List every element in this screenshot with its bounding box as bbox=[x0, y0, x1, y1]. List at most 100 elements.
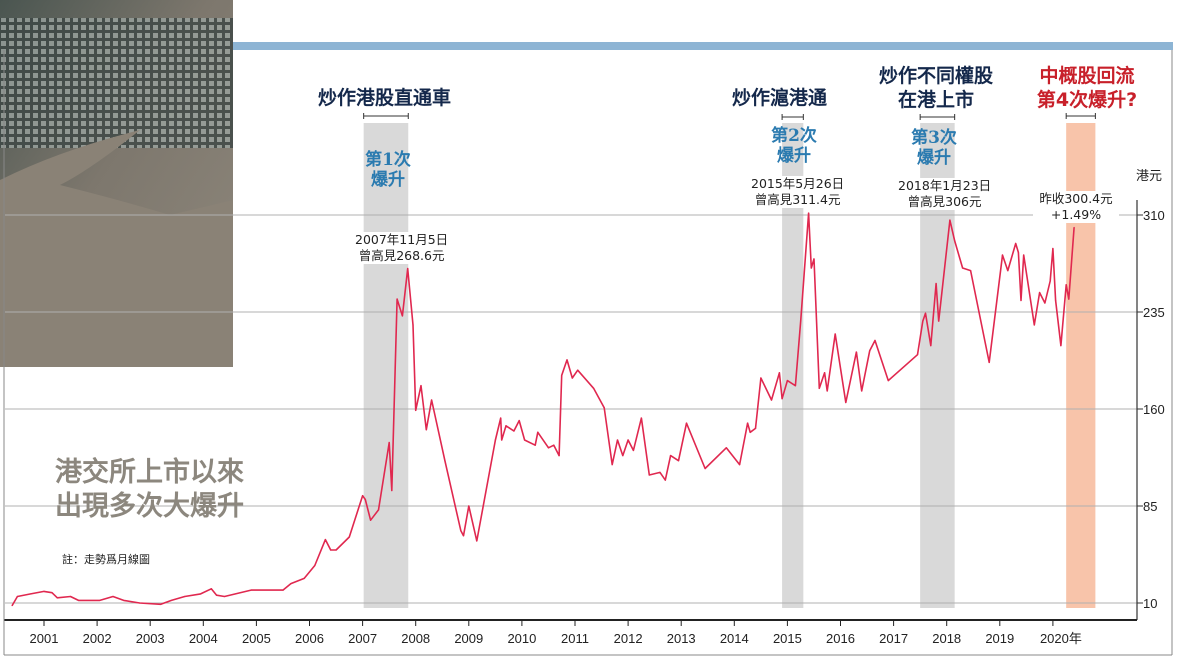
x-tick-label-2016: 2016 bbox=[826, 631, 855, 646]
data-point bbox=[348, 536, 350, 538]
big-title-line2: 出現多次大爆升 bbox=[55, 491, 244, 522]
data-point bbox=[1065, 284, 1067, 286]
x-tick-label-2011: 2011 bbox=[561, 631, 589, 646]
data-point bbox=[391, 489, 393, 492]
data-point bbox=[330, 549, 332, 551]
data-point bbox=[823, 372, 826, 374]
data-point bbox=[369, 519, 372, 521]
data-point bbox=[223, 595, 226, 598]
x-tick-label-2019: 2019 bbox=[985, 631, 1014, 646]
data-point bbox=[558, 454, 560, 457]
annotation-3-surge: 第3次 爆升 bbox=[904, 128, 964, 168]
x-tick-label-2015: 2015 bbox=[773, 631, 802, 646]
top-bar bbox=[233, 42, 1173, 50]
data-point bbox=[969, 270, 972, 272]
data-point bbox=[725, 447, 727, 449]
x-tick-label-2008: 2008 bbox=[401, 631, 430, 646]
data-point bbox=[282, 589, 284, 591]
annotation-1-note: 2007年11月5日 曾高見268.6元 bbox=[355, 232, 449, 264]
data-point bbox=[537, 431, 539, 433]
data-point bbox=[123, 599, 125, 602]
x-tick-label-2001: 2001 bbox=[30, 631, 59, 646]
data-point bbox=[1073, 226, 1075, 229]
x-tick-label-2003: 2003 bbox=[136, 631, 165, 646]
data-point bbox=[704, 467, 706, 470]
data-point bbox=[887, 379, 889, 382]
heading-3-line1: 炒作不同權股 bbox=[878, 65, 993, 87]
annotation-3-heading: 炒作不同權股 在港上市 bbox=[866, 64, 1006, 112]
note-3-date: 2018年1月23日 bbox=[898, 178, 992, 193]
highlight-band-1 bbox=[363, 123, 409, 608]
data-point bbox=[1033, 324, 1035, 326]
data-point bbox=[99, 599, 101, 602]
data-point bbox=[685, 422, 688, 424]
data-point bbox=[290, 583, 292, 585]
data-point bbox=[377, 509, 380, 511]
x-tick-label-2009: 2009 bbox=[454, 631, 483, 646]
data-point bbox=[462, 535, 465, 537]
highlight-band-2 bbox=[782, 123, 804, 608]
data-point bbox=[922, 320, 924, 322]
data-point bbox=[43, 590, 45, 592]
data-point bbox=[988, 361, 990, 364]
data-point bbox=[1054, 299, 1057, 301]
data-point bbox=[444, 460, 446, 462]
data-point bbox=[170, 599, 173, 602]
data-point bbox=[523, 439, 526, 441]
x-tick-label-2018: 2018 bbox=[932, 631, 961, 646]
x-tick-label-2005: 2005 bbox=[242, 631, 271, 646]
y-tick-label-310: 310 bbox=[1143, 208, 1165, 223]
data-point bbox=[754, 427, 757, 430]
data-point bbox=[808, 212, 810, 214]
data-point bbox=[431, 399, 433, 401]
data-point bbox=[210, 588, 212, 590]
data-point bbox=[664, 479, 666, 481]
data-point bbox=[460, 529, 462, 532]
y-tick-label-85: 85 bbox=[1143, 499, 1157, 514]
data-point bbox=[1052, 248, 1054, 250]
annotation-3-note: 2018年1月23日 曾高見306元 bbox=[898, 178, 992, 210]
data-point bbox=[677, 460, 680, 462]
data-point bbox=[476, 540, 478, 542]
data-point bbox=[513, 430, 515, 432]
data-point bbox=[425, 429, 427, 431]
data-point bbox=[1001, 254, 1004, 256]
data-point bbox=[324, 539, 327, 541]
note-2-high: 曾高見311.4元 bbox=[754, 192, 841, 207]
data-point bbox=[874, 339, 876, 342]
x-tick-label-2012: 2012 bbox=[614, 631, 643, 646]
data-point bbox=[501, 439, 503, 441]
data-point bbox=[770, 399, 773, 401]
data-point bbox=[314, 564, 316, 567]
x-tick-label-2020年: 2020年 bbox=[1040, 631, 1082, 646]
data-point bbox=[51, 592, 53, 594]
y-tick-label-10: 10 bbox=[1143, 596, 1157, 611]
data-point bbox=[746, 422, 749, 424]
data-point bbox=[632, 449, 635, 451]
note-1-high: 曾高見268.6元 bbox=[358, 248, 445, 263]
band-bracket-4 bbox=[1065, 113, 1096, 119]
data-point bbox=[401, 315, 404, 317]
data-point bbox=[160, 603, 162, 605]
data-point bbox=[388, 442, 390, 444]
data-point bbox=[412, 324, 414, 326]
y-axis-unit: 港元 bbox=[1136, 169, 1163, 184]
data-point bbox=[659, 471, 661, 473]
data-point bbox=[800, 320, 802, 322]
data-point bbox=[962, 267, 964, 269]
data-point bbox=[566, 359, 568, 361]
data-point bbox=[1023, 254, 1025, 256]
data-point bbox=[1020, 299, 1022, 301]
data-point bbox=[749, 431, 751, 433]
annotation-4-note: 昨收300.4元 +1.49% bbox=[1033, 191, 1119, 223]
note-2-date: 2015年5月26日 bbox=[751, 176, 845, 191]
surge-3-line2: 爆升 bbox=[917, 148, 951, 168]
y-tick-label-235: 235 bbox=[1143, 305, 1165, 320]
surge-1-line2: 爆升 bbox=[371, 170, 405, 190]
data-point bbox=[69, 595, 72, 598]
bull-statue-photo bbox=[0, 0, 233, 367]
data-point bbox=[1015, 242, 1017, 245]
y-tick-label-160: 160 bbox=[1143, 402, 1165, 417]
data-point bbox=[1039, 292, 1041, 294]
